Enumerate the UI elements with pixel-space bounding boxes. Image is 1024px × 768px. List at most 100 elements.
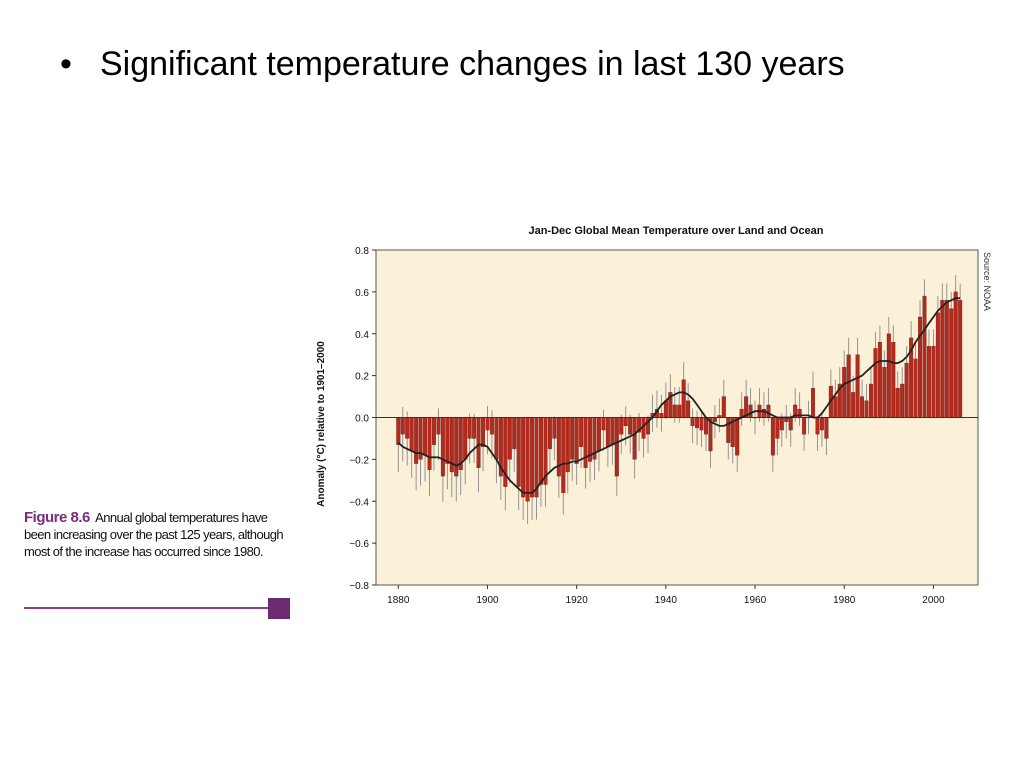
temperature-bar [681, 379, 686, 418]
y-tick-label: 0.0 [355, 414, 369, 425]
temperature-bar [860, 396, 865, 418]
temperature-bar [583, 417, 588, 468]
temperature-bar [877, 341, 882, 418]
temperature-bar [824, 417, 829, 439]
temperature-bar [802, 417, 807, 435]
temperature-bar [958, 300, 963, 418]
temperature-bar [690, 417, 695, 427]
temperature-bar [704, 417, 708, 435]
chart-title: Jan-Dec Global Mean Temperature over Lan… [528, 225, 823, 237]
temperature-bar [534, 417, 539, 498]
temperature-bar [712, 417, 717, 422]
temperature-bar [494, 417, 499, 460]
y-tick-label: −0.4 [349, 497, 369, 508]
temperature-bar [574, 417, 579, 464]
temperature-bar [507, 417, 512, 460]
temperature-bar [596, 417, 601, 452]
temperature-bar [873, 348, 878, 418]
y-tick-label: 0.4 [355, 330, 369, 341]
temperature-bar [846, 354, 851, 418]
temperature-bar [400, 417, 405, 435]
temperature-bar [895, 388, 900, 418]
temperature-chart: Jan-Dec Global Mean Temperature over Lan… [316, 225, 992, 606]
temperature-bar [953, 291, 958, 418]
temperature-bar [949, 308, 954, 418]
temperature-bar [619, 417, 624, 435]
temperature-bar [779, 417, 784, 431]
temperature-bar [628, 417, 633, 435]
temperature-bar [547, 417, 552, 450]
caption-text: Annual global temperatures have been inc… [24, 510, 284, 559]
caption-accent-square [268, 598, 290, 619]
temperature-bar [463, 417, 468, 460]
temperature-bar [409, 417, 414, 452]
temperature-bar [605, 417, 610, 447]
temperature-bar [481, 417, 486, 447]
temperature-bar [699, 417, 704, 431]
temperature-bar [440, 417, 445, 477]
temperature-bar [663, 400, 668, 418]
temperature-bar [864, 400, 869, 418]
temperature-bar [695, 417, 700, 429]
chart-marks: 0.8 0.6 0.4 0.2 0.0 −0.2 −0.4 −0.6 −0.8 1880 1900 1… [349, 246, 978, 606]
y-tick-label: 0.2 [355, 372, 369, 383]
temperature-bar [904, 362, 909, 418]
bullet-text: Significant temperature changes in last … [100, 45, 845, 83]
temperature-bar [819, 417, 824, 431]
temperature-bar [427, 417, 432, 470]
temperature-bar [721, 396, 726, 418]
temperature-bar [788, 417, 793, 431]
temperature-bar [579, 417, 584, 447]
temperature-bar [539, 417, 543, 485]
temperature-bar [886, 333, 891, 418]
figure-label: Figure 8.6 [24, 509, 90, 526]
y-tick-label: −0.6 [349, 539, 369, 550]
temperature-bar [891, 341, 896, 418]
temperature-bar [601, 417, 606, 431]
temperature-bar [454, 417, 459, 477]
x-tick-label: 2000 [922, 595, 945, 606]
temperature-bar [476, 417, 481, 468]
temperature-bar [556, 417, 561, 477]
temperature-bar [561, 417, 566, 494]
temperature-bar [436, 417, 441, 435]
bullet-marker: • [60, 45, 72, 83]
temperature-bar [926, 346, 931, 418]
temperature-bar [935, 312, 940, 418]
temperature-bar [632, 417, 637, 460]
x-tick-label: 1980 [833, 595, 856, 606]
temperature-bar [940, 300, 945, 418]
y-tick-label: 0.8 [355, 246, 369, 257]
temperature-bar [489, 417, 494, 435]
temperature-bar [472, 417, 477, 439]
temperature-bar [445, 417, 450, 464]
temperature-bar [423, 417, 428, 456]
temperature-bar [525, 417, 530, 502]
temperature-bar [900, 383, 905, 418]
temperature-bar [623, 417, 628, 427]
temperature-bar [913, 358, 918, 418]
temperature-bar [815, 417, 820, 435]
temperature-bar [659, 413, 664, 418]
x-tick-label: 1900 [476, 595, 499, 606]
temperature-bar [512, 417, 517, 450]
temperature-bar [672, 404, 677, 418]
temperature-bar [530, 417, 535, 498]
temperature-bar [855, 354, 860, 418]
temperature-bar [868, 383, 873, 418]
temperature-bar [405, 417, 410, 439]
x-tick-label: 1960 [744, 595, 767, 606]
temperature-bar [552, 417, 557, 439]
temperature-bar [570, 417, 575, 460]
temperature-bar [833, 396, 838, 418]
temperature-bar [431, 417, 436, 445]
temperature-bar [775, 417, 780, 439]
temperature-bar [922, 295, 927, 418]
temperature-bar [735, 417, 740, 456]
caption-divider [24, 607, 274, 609]
temperature-bar [467, 417, 472, 439]
x-tick-label: 1940 [655, 595, 678, 606]
y-axis-label: Anomaly (°C) relative to 1901–2000 [316, 341, 327, 507]
temperature-bar [485, 417, 490, 431]
temperature-bar [770, 417, 775, 456]
